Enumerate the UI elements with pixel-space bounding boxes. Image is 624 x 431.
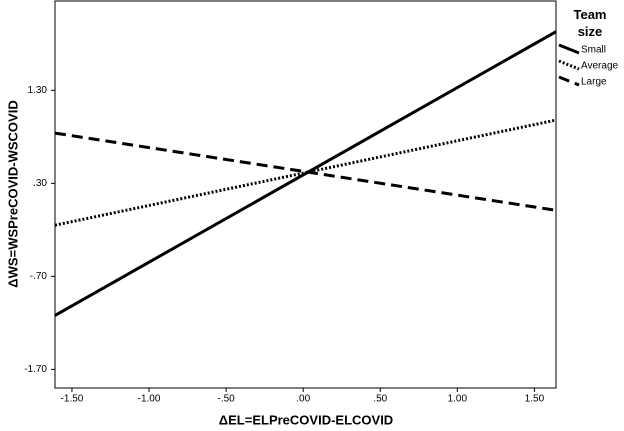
series-line xyxy=(54,118,557,227)
plot-frame xyxy=(54,0,557,389)
y-tick-label: .30 xyxy=(33,178,47,189)
legend-label: Large xyxy=(581,77,607,88)
legend-swatch xyxy=(558,43,580,55)
x-axis-label: ΔEL=ELPreCOVID-ELCOVID xyxy=(219,412,393,427)
x-tick-label: -1.00 xyxy=(138,394,161,405)
x-tick-label: -1.50 xyxy=(61,394,84,405)
y-tick-label: -.70 xyxy=(30,271,48,282)
series-line xyxy=(54,30,557,317)
x-tick-label: 1.50 xyxy=(525,394,545,405)
legend-label: Small xyxy=(581,45,606,56)
x-tick-label: -.50 xyxy=(217,394,235,405)
x-tick-label: .50 xyxy=(373,394,387,405)
y-axis-label: ΔWS=WSPreCOVID-WSCOVID xyxy=(5,100,20,287)
legend-swatch xyxy=(558,75,580,87)
legend-swatch xyxy=(558,59,580,71)
y-tick-label: 1.30 xyxy=(28,85,48,96)
x-tick-label: 1.00 xyxy=(448,394,468,405)
x-tick-label: .00 xyxy=(296,394,310,405)
y-tick-label: -1.70 xyxy=(24,364,47,375)
legend-title: Team size xyxy=(573,7,607,39)
legend-label: Average xyxy=(581,61,619,72)
